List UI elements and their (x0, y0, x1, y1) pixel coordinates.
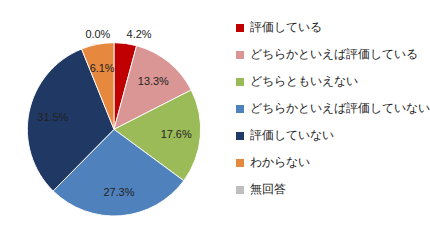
html-text:わからない: わからない (250, 155, 310, 169)
svg-text:6.1%: 6.1% (90, 62, 115, 74)
svg-text:27.3%: 27.3% (103, 186, 134, 198)
html-text:どちらともいえない: どちらともいえない (250, 74, 358, 88)
html-text:どちらかといえば評価している: どちらかといえば評価している (250, 47, 418, 61)
svg-text:31.5%: 31.5% (37, 111, 68, 123)
html-text:評価している: 評価している (250, 20, 322, 34)
svg-text:17.6%: 17.6% (161, 128, 192, 140)
html-text:評価していない: 評価していない (250, 128, 334, 142)
svg-text:4.2%: 4.2% (127, 28, 152, 40)
svg-text:0.0%: 0.0% (85, 28, 110, 40)
html-text:どちらかといえば評価していない: どちらかといえば評価していない (250, 101, 430, 115)
svg-text:13.3%: 13.3% (138, 75, 169, 87)
html-text:無回答: 無回答 (250, 182, 286, 196)
